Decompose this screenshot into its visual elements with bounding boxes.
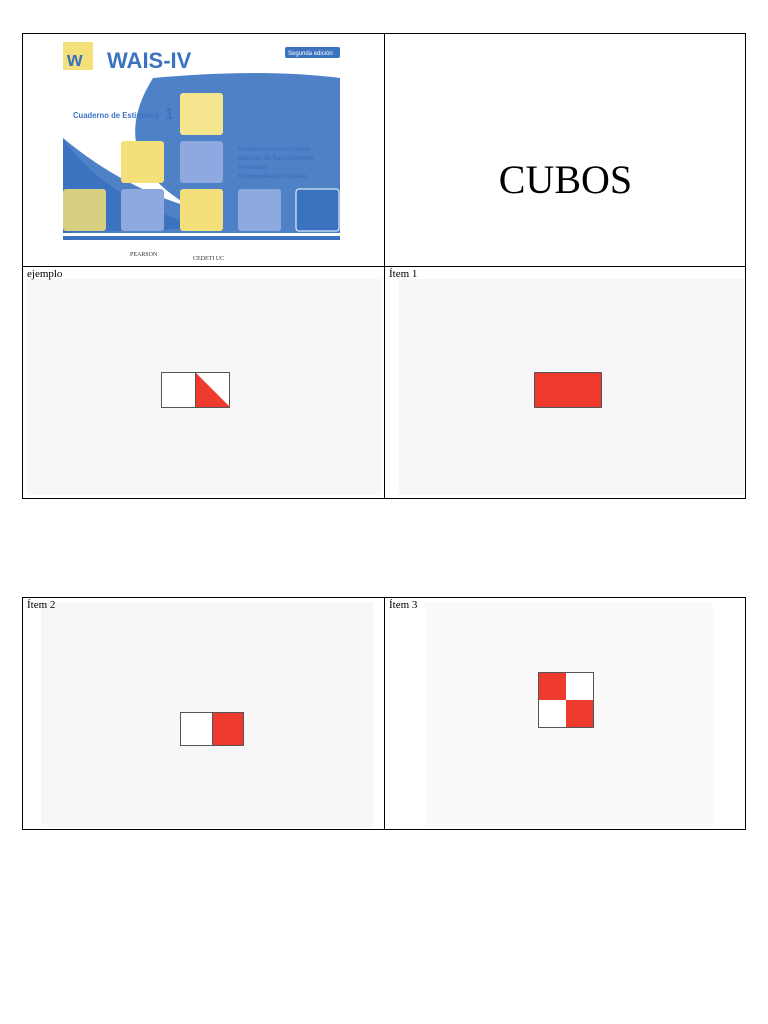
page-heading: CUBOS [498, 157, 633, 202]
red-block [212, 713, 243, 745]
white-block [181, 713, 213, 745]
item-3-cell: Ítem 3 [385, 598, 746, 829]
cell-label: Ítem 3 [389, 599, 418, 611]
svg-text:Matrices de Razonamiento: Matrices de Razonamiento [238, 156, 314, 162]
white-block [539, 700, 566, 727]
item-2-cell: Ítem 2 [23, 598, 385, 829]
block-design-item-2 [180, 712, 244, 746]
cover-cell: w WAIS-IV Segunda edición Cuaderno de Es… [23, 34, 385, 267]
svg-text:WAIS-IV: WAIS-IV [107, 48, 192, 73]
cell-label: Ítem 1 [389, 268, 418, 280]
white-block [566, 673, 593, 700]
table-bottom: Ítem 2 Ítem 3 [22, 597, 746, 830]
svg-text:Construcción con Cubos: Construcción con Cubos [238, 147, 310, 153]
svg-text:1: 1 [165, 106, 174, 123]
block-design-item-1 [534, 372, 602, 408]
svg-text:CEDETI UC: CEDETI UC [193, 256, 224, 262]
svg-text:PEARSON: PEARSON [130, 252, 158, 258]
svg-text:Rompecabezas Visuales: Rompecabezas Visuales [238, 174, 308, 180]
red-block [539, 673, 566, 700]
red-block [566, 700, 593, 727]
diagonal-red-block [196, 373, 230, 407]
block-design-item-3 [538, 672, 594, 728]
block-design-ejemplo [161, 372, 230, 408]
cell-label: ejemplo [27, 268, 63, 280]
item-1-cell: Ítem 1 [385, 267, 746, 499]
cell-label: Ítem 2 [27, 599, 56, 611]
svg-text:Aritmética: Aritmética [238, 165, 268, 171]
red-block [568, 373, 601, 407]
white-block [162, 373, 196, 407]
ejemplo-cell: ejemplo [23, 267, 385, 499]
edition-badge: Segunda edición [288, 51, 333, 57]
table-top: w WAIS-IV Segunda edición Cuaderno de Es… [22, 33, 746, 499]
red-block [535, 373, 568, 407]
title-cell: CUBOS [385, 34, 746, 267]
svg-text:w: w [66, 49, 83, 71]
svg-text:Cuaderno de Estimulos: Cuaderno de Estimulos [73, 111, 160, 120]
wais-cover-image: w WAIS-IV Segunda edición Cuaderno de Es… [63, 38, 341, 264]
